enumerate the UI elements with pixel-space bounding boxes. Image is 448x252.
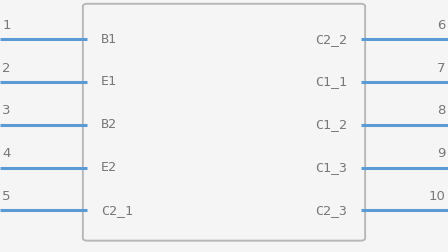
Text: 3: 3 [2,104,11,117]
Text: B2: B2 [101,118,117,131]
Text: 1: 1 [2,19,11,32]
Text: 5: 5 [2,190,11,203]
Text: C1_1: C1_1 [315,75,347,88]
Text: E2: E2 [101,161,117,174]
Text: C2_2: C2_2 [315,33,347,46]
Text: C2_1: C2_1 [101,204,133,217]
Text: 4: 4 [2,147,11,160]
Text: 6: 6 [437,19,446,32]
Text: 10: 10 [429,190,446,203]
Text: B1: B1 [101,33,117,46]
Text: C1_3: C1_3 [315,161,347,174]
FancyBboxPatch shape [83,4,365,241]
Text: 9: 9 [437,147,446,160]
Text: E1: E1 [101,75,117,88]
Text: C2_3: C2_3 [315,204,347,217]
Text: C1_2: C1_2 [315,118,347,131]
Text: 8: 8 [437,104,446,117]
Text: 7: 7 [437,61,446,75]
Text: 2: 2 [2,61,11,75]
